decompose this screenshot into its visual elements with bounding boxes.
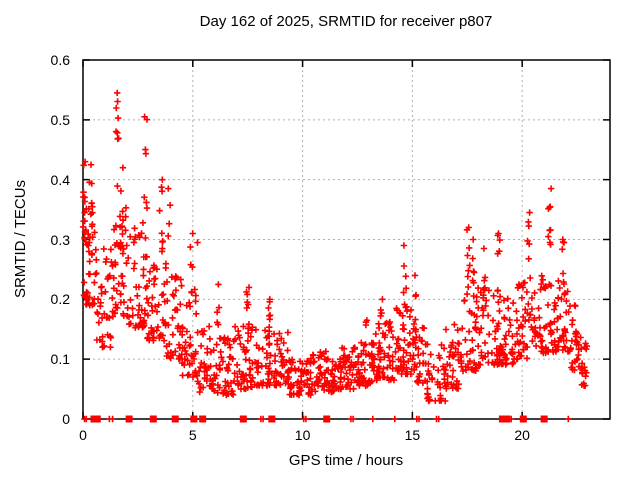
scatter-points <box>79 89 590 423</box>
zero-square-marker <box>498 415 506 423</box>
x-tick-label: 5 <box>188 427 197 443</box>
x-axis-label: GPS time / hours <box>288 452 404 469</box>
zero-square-marker <box>540 415 548 423</box>
y-tick-label: 0.1 <box>50 351 70 368</box>
zero-square-marker <box>190 415 198 423</box>
zero-square-marker <box>503 415 511 423</box>
zero-square-marker <box>125 415 133 423</box>
chart-title: Day 162 of 2025, SRMTID for receiver p80… <box>199 13 493 30</box>
y-tick-label: 0.5 <box>50 111 70 128</box>
zero-square-marker <box>171 415 179 423</box>
x-tick-label: 0 <box>79 427 87 443</box>
zero-square-marker <box>199 415 207 423</box>
y-tick-label: 0.6 <box>50 52 70 68</box>
zero-square-marker <box>268 415 276 423</box>
y-tick-label: 0.3 <box>50 231 70 248</box>
zero-square-marker <box>239 415 247 423</box>
zero-square-marker <box>149 415 157 423</box>
x-tick-label: 15 <box>404 427 421 443</box>
y-tick-label: 0 <box>62 411 70 427</box>
y-tick-label: 0.2 <box>50 291 70 308</box>
zero-square-marker <box>93 415 101 423</box>
zero-square-marker <box>323 415 331 423</box>
y-tick-label: 0.4 <box>50 171 70 188</box>
x-tick-label: 20 <box>514 427 530 443</box>
zero-square-marker <box>519 415 527 423</box>
x-tick-label: 10 <box>294 427 311 443</box>
